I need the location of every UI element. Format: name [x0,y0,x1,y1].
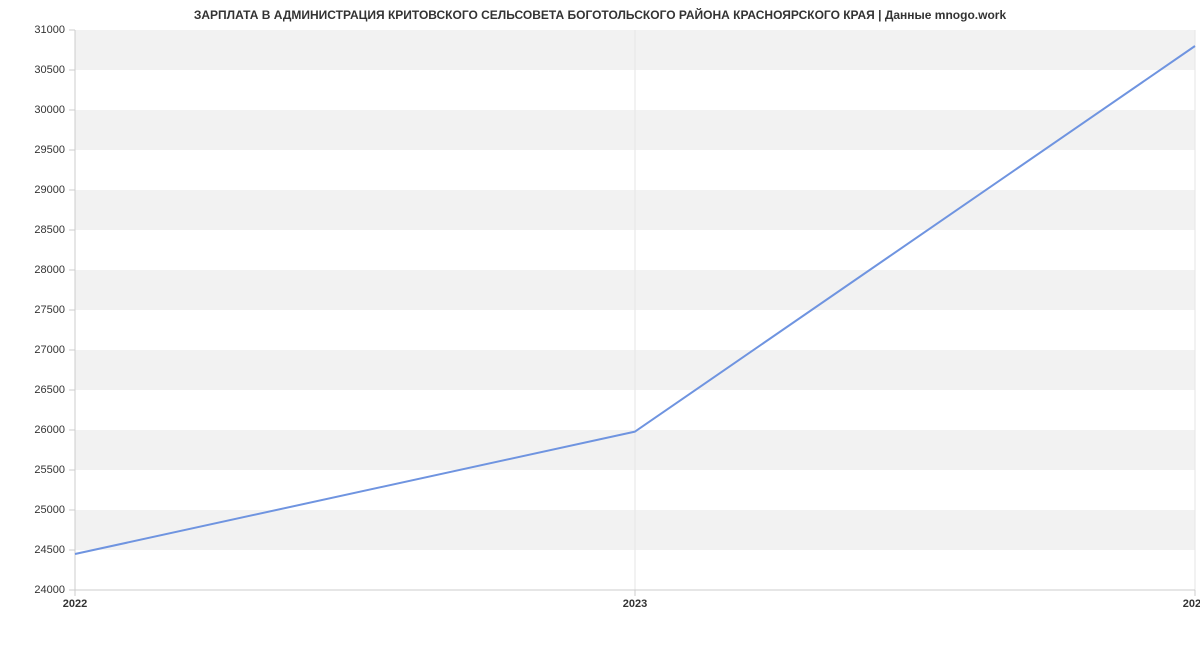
y-tick-label: 24500 [34,544,65,556]
x-tick-label: 2022 [63,598,87,610]
y-tick-label: 25500 [34,464,65,476]
chart-svg: 24000 24500 25000 25500 26000 26500 27000 27500… [0,0,1200,650]
x-tick-label: 2023 [623,598,647,610]
y-tick-label: 27500 [34,304,65,316]
x-tick-label: 2024 [1183,598,1200,610]
y-tick-label: 26000 [34,424,65,436]
y-tick-label: 28000 [34,264,65,276]
y-tick-label: 29500 [34,144,65,156]
y-tick-label: 31000 [34,24,65,36]
y-tick-label: 28500 [34,224,65,236]
y-tick-label: 29000 [34,184,65,196]
y-tick-label: 30500 [34,64,65,76]
salary-chart: ЗАРПЛАТА В АДМИНИСТРАЦИЯ КРИТОВСКОГО СЕЛ… [0,0,1200,650]
y-tick-label: 26500 [34,384,65,396]
y-tick-label: 30000 [34,104,65,116]
y-tick-label: 24000 [34,584,65,596]
y-tick-label: 27000 [34,344,65,356]
y-tick-label: 25000 [34,504,65,516]
